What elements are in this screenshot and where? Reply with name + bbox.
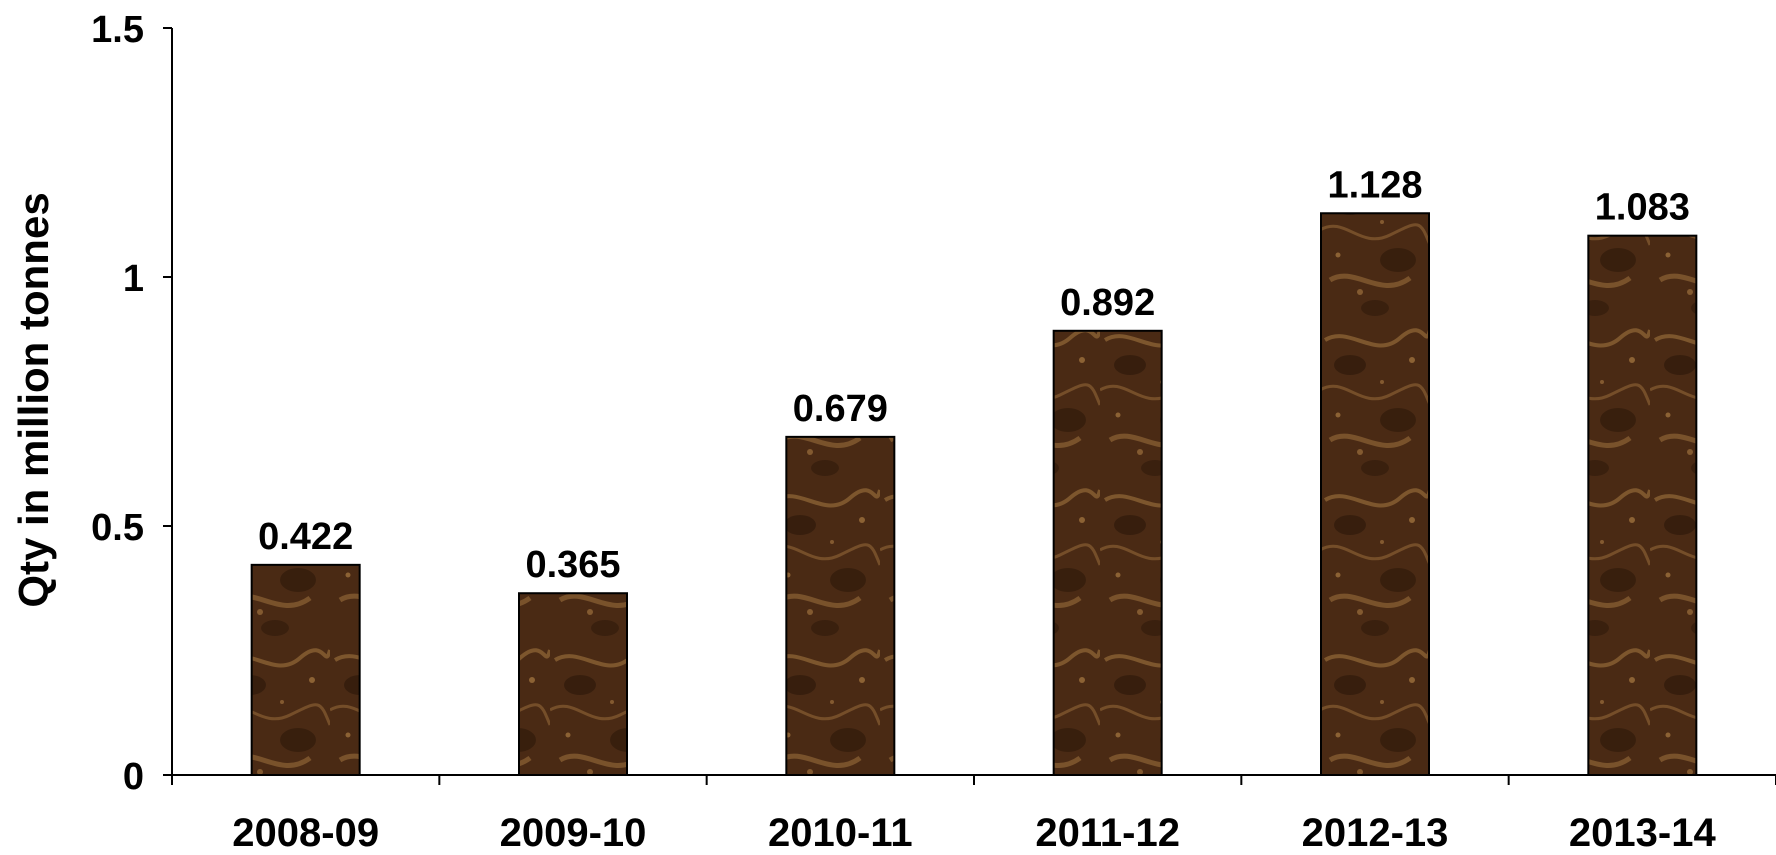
x-tick-label: 2010-11 bbox=[768, 811, 913, 850]
axes bbox=[171, 28, 1776, 783]
x-tick-label: 2008-09 bbox=[232, 811, 379, 850]
y-tick-label: 0 bbox=[123, 756, 144, 798]
y-tick-label: 1.5 bbox=[91, 9, 144, 51]
bar-2010-11 bbox=[785, 435, 896, 776]
data-label-2008-09: 0.422 bbox=[258, 516, 353, 558]
x-tick-label: 2009-10 bbox=[500, 811, 647, 850]
data-label-2010-11: 0.679 bbox=[793, 388, 888, 430]
data-label-2009-10: 0.365 bbox=[525, 544, 620, 586]
data-label-2013-14: 1.083 bbox=[1595, 187, 1690, 229]
bars bbox=[250, 212, 1698, 777]
x-tick-label: 2011-12 bbox=[1035, 811, 1180, 850]
x-tick-label: 2013-14 bbox=[1569, 811, 1717, 850]
x-axis-ticks: 2008-09 2009-10 2010-11 2011-12 2012-13 2013-… bbox=[171, 775, 1776, 855]
bar-2012-13 bbox=[1320, 212, 1430, 777]
bar-2013-14 bbox=[1587, 234, 1698, 776]
x-tick-label: 2012-13 bbox=[1302, 811, 1449, 850]
y-axis-label: Qty in million tonnes bbox=[10, 192, 57, 607]
bar-2011-12 bbox=[1052, 329, 1163, 776]
y-axis-ticks: 0 0.5 1 1.5 bbox=[91, 9, 172, 798]
data-labels: 0.422 0.365 0.679 0.892 1.128 1.083 bbox=[258, 164, 1690, 586]
bar-2008-09 bbox=[250, 563, 361, 776]
y-tick-label: 1 bbox=[123, 258, 144, 300]
y-tick-label: 0.5 bbox=[91, 507, 144, 549]
bar-2009-10 bbox=[518, 592, 628, 776]
data-label-2012-13: 1.128 bbox=[1327, 164, 1422, 206]
data-label-2011-12: 0.892 bbox=[1060, 282, 1155, 324]
